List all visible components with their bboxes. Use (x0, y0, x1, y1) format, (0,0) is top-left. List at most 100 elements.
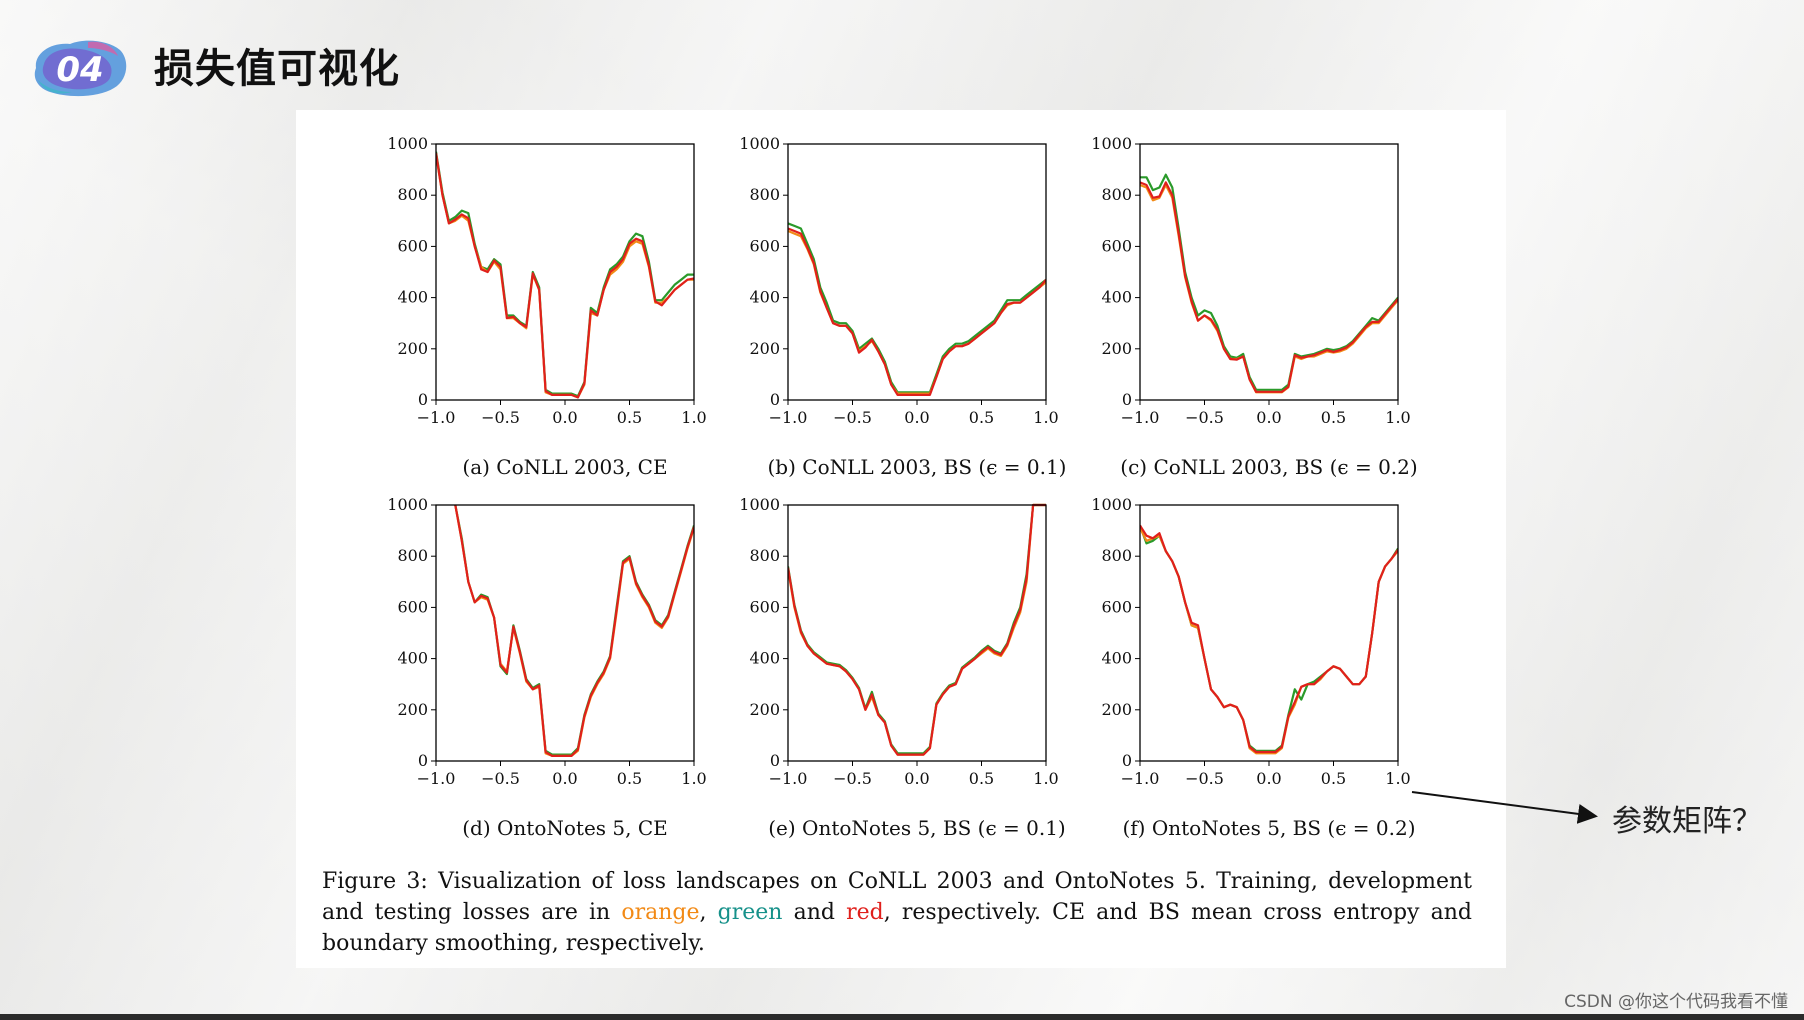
x-tick-label: 0.0 (1256, 408, 1281, 427)
y-tick-label: 1000 (1091, 495, 1132, 514)
y-tick-label: 0 (1122, 751, 1132, 770)
y-tick-label: 200 (749, 339, 780, 358)
caption-sep2: and (782, 900, 847, 925)
series-line-red (788, 503, 1046, 756)
x-tick-label: −0.5 (833, 408, 872, 427)
series-line-orange (1140, 527, 1398, 755)
y-tick-label: 200 (397, 339, 428, 358)
y-tick-label: 800 (1101, 546, 1132, 565)
panel-title: (d) OntoNotes 5, CE (462, 816, 668, 840)
y-tick-label: 800 (397, 546, 428, 565)
chart-panel: −1.0 −0.5 0.0 0.5 1.0 0 200 400 600 800 1000 (d) On… (387, 495, 706, 840)
x-tick-label: −1.0 (769, 408, 808, 427)
series-line-orange (788, 503, 1046, 756)
x-tick-label: 0.0 (552, 408, 577, 427)
y-tick-label: 1000 (739, 134, 780, 153)
x-tick-label: 1.0 (681, 769, 706, 788)
x-tick-label: −0.5 (481, 769, 520, 788)
x-tick-label: 1.0 (1385, 769, 1410, 788)
figure-caption: Figure 3: Visualization of loss landscap… (322, 866, 1472, 959)
series-line-red (454, 504, 694, 758)
series-line-green (1140, 173, 1398, 391)
x-tick-label: −0.5 (1185, 408, 1224, 427)
series-line-red (1140, 524, 1398, 754)
figure-card: −1.0 −0.5 0.0 0.5 1.0 0 200 400 600 800 1000 (a) Co… (296, 110, 1506, 968)
y-tick-label: 800 (1101, 185, 1132, 204)
panel-title: (b) CoNLL 2003, BS (ϵ = 0.1) (768, 455, 1067, 479)
x-tick-label: −0.5 (481, 408, 520, 427)
y-tick-label: 600 (397, 597, 428, 616)
caption-green-word: green (717, 900, 783, 925)
y-tick-label: 600 (749, 597, 780, 616)
x-tick-label: 0.5 (1321, 769, 1346, 788)
chart-panel: −1.0 −0.5 0.0 0.5 1.0 0 200 400 600 800 1000 (b) Co… (739, 134, 1066, 479)
x-tick-label: 0.5 (969, 769, 994, 788)
loss-landscape-charts: −1.0 −0.5 0.0 0.5 1.0 0 200 400 600 800 1000 (a) Co… (387, 134, 1417, 840)
x-tick-label: −0.5 (1185, 769, 1224, 788)
y-tick-label: 400 (749, 288, 780, 307)
y-tick-label: 0 (1122, 390, 1132, 409)
series-line-orange (1140, 183, 1398, 394)
x-tick-label: 0.0 (904, 408, 929, 427)
chart-panel: −1.0 −0.5 0.0 0.5 1.0 0 200 400 600 800 1000 (f) On… (1091, 495, 1415, 840)
y-tick-label: 400 (397, 649, 428, 668)
plot-frame (787, 143, 1047, 401)
series-line-green (454, 504, 694, 756)
x-tick-label: −1.0 (1121, 769, 1160, 788)
x-tick-label: 0.5 (969, 408, 994, 427)
bottom-bar (0, 1014, 1804, 1020)
series-line-orange (436, 154, 694, 399)
x-tick-label: 0.0 (552, 769, 577, 788)
plot-frame (787, 504, 1047, 762)
chart-panel: −1.0 −0.5 0.0 0.5 1.0 0 200 400 600 800 1000 (e) On… (739, 495, 1065, 840)
caption-prefix: Figure 3: Visualization of loss landscap… (322, 869, 1472, 925)
series-line-green (788, 222, 1046, 394)
y-tick-label: 400 (1101, 649, 1132, 668)
plot-frame (1139, 143, 1399, 401)
caption-red-word: red (846, 900, 884, 925)
series-line-green (1140, 525, 1398, 752)
caption-sep1: , (699, 900, 718, 925)
y-tick-label: 200 (1101, 700, 1132, 719)
x-tick-label: −1.0 (769, 769, 808, 788)
y-tick-label: 400 (397, 288, 428, 307)
x-tick-label: 1.0 (681, 408, 706, 427)
plot-frame (1139, 504, 1399, 762)
y-tick-label: 0 (770, 390, 780, 409)
x-tick-label: −0.5 (833, 769, 872, 788)
series-line-red (788, 227, 1046, 396)
y-tick-label: 200 (1101, 339, 1132, 358)
x-tick-label: −1.0 (417, 769, 456, 788)
chart-panel: −1.0 −0.5 0.0 0.5 1.0 0 200 400 600 800 1000 (c) Co… (1091, 134, 1417, 479)
annotation-text: 参数矩阵？ (1612, 804, 1762, 839)
y-tick-label: 800 (397, 185, 428, 204)
y-tick-label: 600 (749, 236, 780, 255)
series-line-orange (788, 229, 1046, 395)
x-tick-label: 1.0 (1385, 408, 1410, 427)
series-line-green (788, 503, 1046, 755)
y-tick-label: 1000 (739, 495, 780, 514)
chart-panel: −1.0 −0.5 0.0 0.5 1.0 0 200 400 600 800 1000 (a) Co… (387, 134, 706, 479)
series-line-orange (454, 504, 694, 758)
y-tick-label: 600 (1101, 236, 1132, 255)
series-line-green (436, 151, 694, 398)
panel-title: (f) OntoNotes 5, BS (ϵ = 0.2) (1122, 816, 1415, 840)
watermark: CSDN @你这个代码我看不懂 (1564, 992, 1788, 1012)
series-line-red (1140, 181, 1398, 393)
x-tick-label: 0.5 (617, 408, 642, 427)
y-tick-label: 1000 (387, 495, 428, 514)
badge-number: 04 (56, 50, 103, 90)
section-number-badge: 04 (34, 40, 127, 97)
caption-orange-word: orange (621, 900, 700, 925)
y-tick-label: 1000 (387, 134, 428, 153)
y-tick-label: 600 (1101, 597, 1132, 616)
panel-title: (c) CoNLL 2003, BS (ϵ = 0.2) (1120, 455, 1417, 479)
x-tick-label: 0.5 (1321, 408, 1346, 427)
caption-suffix: , respectively. CE and BS mean cross ent… (322, 900, 1472, 956)
x-tick-label: −1.0 (1121, 408, 1160, 427)
x-tick-label: 0.0 (904, 769, 929, 788)
x-tick-label: 0.5 (617, 769, 642, 788)
x-tick-label: −1.0 (417, 408, 456, 427)
y-tick-label: 0 (418, 390, 428, 409)
y-tick-label: 400 (1101, 288, 1132, 307)
